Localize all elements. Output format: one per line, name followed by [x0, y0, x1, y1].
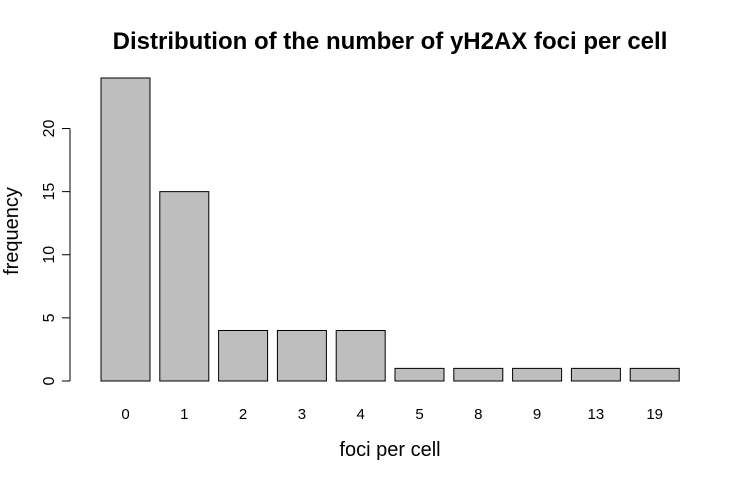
x-tick-label: 4 [357, 406, 365, 423]
y-tick-label: 15 [41, 183, 58, 201]
y-tick-label: 5 [41, 313, 58, 322]
x-tick-label: 0 [121, 406, 129, 423]
x-tick-labels: 0 1 2 3 4 5 8 9 13 19 [121, 406, 663, 423]
bar-9 [512, 367, 563, 382]
x-tick-label: 1 [180, 406, 188, 423]
bar-1 [159, 191, 210, 382]
x-tick-label: 9 [533, 406, 541, 423]
y-axis: 0 5 10 15 20 [41, 120, 71, 385]
x-tick-label: 19 [646, 406, 663, 423]
x-tick-label: 3 [298, 406, 306, 423]
y-tick-label: 20 [41, 120, 58, 138]
bar-13 [570, 367, 621, 382]
bars-group [100, 77, 680, 382]
x-tick-label: 5 [415, 406, 423, 423]
y-axis-label: frequency [1, 187, 23, 275]
bar-4 [335, 330, 386, 382]
bar-2 [218, 330, 269, 382]
x-tick-label: 8 [474, 406, 482, 423]
y-tick-label: 0 [41, 376, 58, 385]
y-tick-label: 10 [41, 246, 58, 264]
x-axis-label: foci per cell [339, 439, 440, 461]
x-tick-label: 2 [239, 406, 247, 423]
chart-title: Distribution of the number of yH2AX foci… [113, 28, 668, 55]
bar-19 [629, 367, 680, 382]
bar-0 [100, 77, 151, 382]
bar-3 [276, 330, 327, 382]
bar-5 [394, 367, 445, 382]
bar-8 [453, 367, 504, 382]
x-tick-label: 13 [588, 406, 605, 423]
